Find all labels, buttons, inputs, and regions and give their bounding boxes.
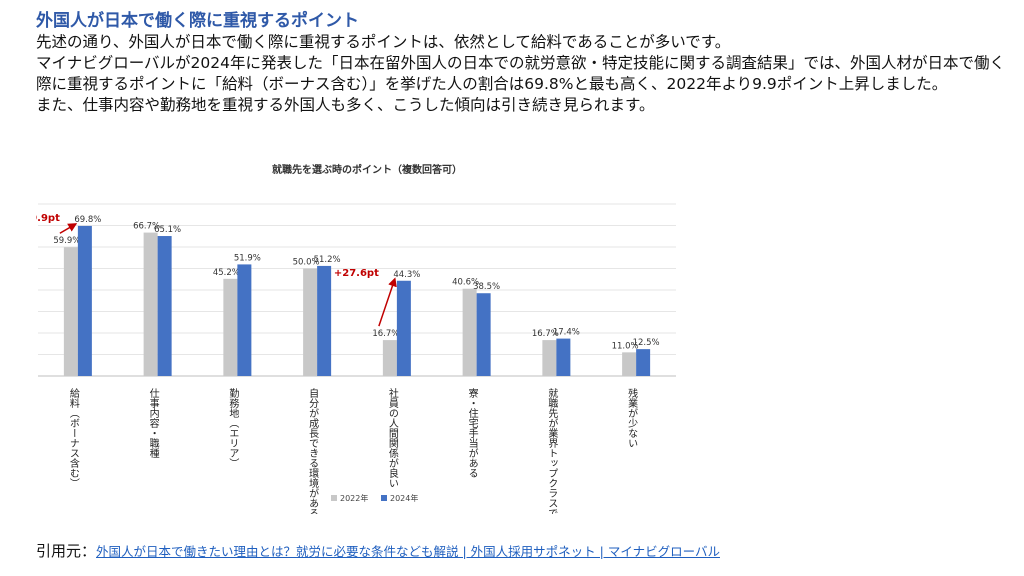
data-label: 59.9% xyxy=(53,236,80,246)
paragraph: 先述の通り、外国人が日本で働く際に重視するポイントは、依然として給料であることが… xyxy=(36,33,731,51)
category-label: 就職先が業界トップクラスである xyxy=(546,387,558,514)
data-label: 51.9% xyxy=(234,253,261,263)
bar xyxy=(317,265,332,376)
citation: 引用元：外国人が日本で働きたい理由とは？就労に必要な条件なども解説 | 外国人採… xyxy=(36,540,720,561)
category-label: 給料（ボーナス含む） xyxy=(67,387,79,488)
bar xyxy=(382,340,397,376)
annotation-arrow xyxy=(59,223,78,234)
data-label: 50.0% xyxy=(293,258,320,268)
paragraph: マイナビグローバルが2024年に発表した「日本在留外国人の日本での就労意欲・特定… xyxy=(36,54,1005,93)
category-label: 社員の人間関係が良い xyxy=(386,387,398,488)
body-text: 先述の通り、外国人が日本で働く際に重視するポイントは、依然として給料であることが… xyxy=(36,32,1011,116)
data-label: 11.0% xyxy=(612,341,639,351)
annotation-arrow xyxy=(378,277,397,327)
category-label: 寮・住宅手当がある xyxy=(466,387,478,478)
legend-swatch xyxy=(331,495,337,501)
data-label: 66.7% xyxy=(133,222,160,232)
legend-label: 2024年 xyxy=(390,493,418,503)
citation-link[interactable]: 外国人が日本で働きたい理由とは？就労に必要な条件なども解説 | 外国人採用サポネ… xyxy=(96,544,720,559)
bar xyxy=(622,352,637,376)
bar xyxy=(476,293,491,376)
section-heading: 外国人が日本で働く際に重視するポイント xyxy=(36,11,359,31)
bar xyxy=(396,280,411,376)
data-label: 16.7% xyxy=(532,329,559,339)
category-label: 勤務地（エリア） xyxy=(227,387,239,468)
data-label: 51.2% xyxy=(314,255,341,265)
bar xyxy=(636,349,651,376)
category-label: 仕事内容・職種 xyxy=(147,387,159,459)
data-label: 40.6% xyxy=(452,278,479,288)
citation-prefix: 引用元： xyxy=(36,542,97,560)
bar xyxy=(556,338,571,376)
bar xyxy=(157,236,172,376)
chart-title: 就職先を選ぶ時のポイント（複数回答可） xyxy=(272,163,462,176)
data-label: 16.7% xyxy=(372,329,399,339)
annotation-label: +9.9pt xyxy=(36,213,60,224)
data-label: 69.8% xyxy=(74,215,101,225)
legend-label: 2022年 xyxy=(340,493,368,503)
category-label: 残業が少ない xyxy=(626,387,638,448)
bar xyxy=(542,340,557,376)
data-label: 17.4% xyxy=(553,328,580,338)
data-label: 38.5% xyxy=(473,282,500,292)
bar-chart: 就職先を選ぶ時のポイント（複数回答可） 59.9% 69.8% 給料（ボーナス含む） 6… xyxy=(36,160,678,514)
bar xyxy=(223,278,238,376)
bar xyxy=(77,225,92,376)
legend-swatch xyxy=(381,495,387,501)
chart-canvas: 就職先を選ぶ時のポイント（複数回答可） 59.9% 69.8% 給料（ボーナス含む） 6… xyxy=(36,163,676,514)
data-label: 45.2% xyxy=(213,268,240,278)
data-label: 12.5% xyxy=(633,338,660,348)
bar xyxy=(143,232,158,376)
bar xyxy=(303,268,318,376)
bar xyxy=(462,288,477,376)
paragraph: また、仕事内容や勤務地を重視する外国人も多く、こうした傾向は引き続き見られます。 xyxy=(36,96,655,114)
bar xyxy=(63,247,78,376)
bar xyxy=(237,264,252,376)
data-label: 44.3% xyxy=(393,270,420,280)
category-label: 自分が成長できる環境がある xyxy=(307,387,319,514)
data-label: 65.1% xyxy=(154,225,181,235)
annotation-label: +27.6pt xyxy=(334,268,379,279)
